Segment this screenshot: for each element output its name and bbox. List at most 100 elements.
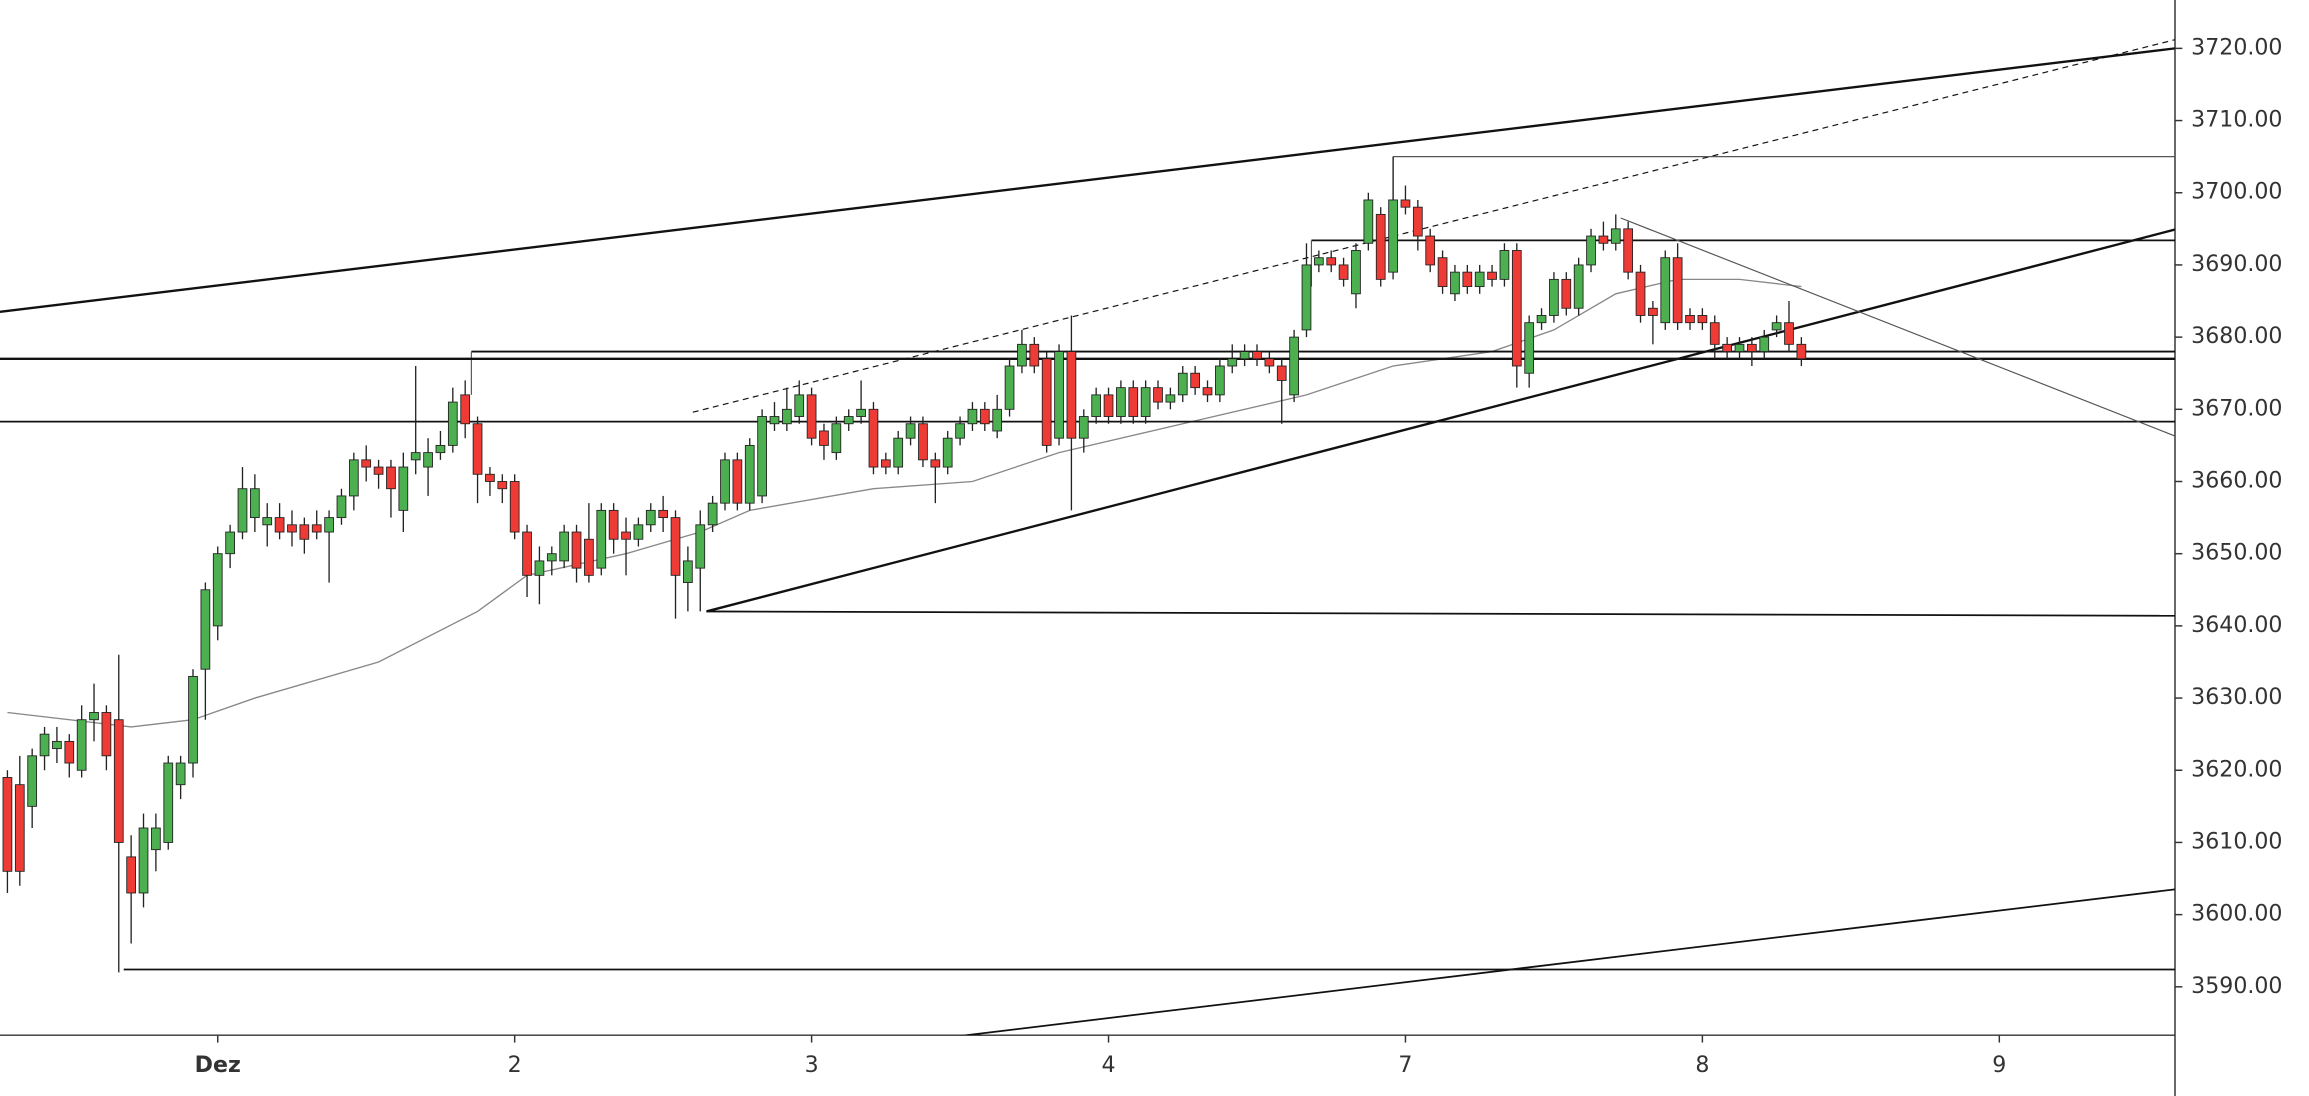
- candle-body: [101, 712, 112, 757]
- candle-body: [1276, 365, 1287, 381]
- candle-body: [250, 488, 260, 519]
- candle-body: [942, 437, 953, 468]
- candle-body: [670, 517, 681, 576]
- x-tick-label: 7: [1398, 1053, 1412, 1078]
- candle-body: [868, 408, 879, 468]
- trend-line: [0, 47, 2175, 314]
- candle-body: [559, 531, 570, 562]
- candle-body: [361, 459, 372, 468]
- candle-body: [1685, 315, 1695, 324]
- y-tick-label: 3680.00: [2191, 324, 2282, 349]
- candle-body: [1660, 257, 1671, 324]
- candle-body: [732, 459, 743, 504]
- y-tick-label: 3660.00: [2191, 468, 2282, 493]
- y-tick-label: 3720.00: [2191, 35, 2282, 60]
- candle-body: [546, 553, 557, 562]
- candle-body: [1784, 322, 1794, 345]
- candle-body: [744, 444, 755, 504]
- candle-body: [831, 423, 842, 454]
- candle-body: [1103, 394, 1114, 417]
- candle-body: [274, 517, 285, 533]
- candle-body: [485, 473, 495, 482]
- candle-body: [1190, 372, 1200, 389]
- candle-body: [992, 408, 1003, 432]
- candle-body: [819, 430, 829, 446]
- candle-body: [460, 394, 471, 425]
- candle-body: [39, 733, 50, 757]
- trend-line: [1620, 217, 2175, 437]
- candle-body: [1351, 250, 1361, 295]
- candle-body: [596, 509, 607, 569]
- candle-body: [979, 408, 990, 425]
- y-tick-label: 3640.00: [2191, 613, 2282, 638]
- candle-body: [1635, 271, 1646, 316]
- candle-body: [225, 531, 235, 555]
- candle-body: [1091, 394, 1102, 417]
- candle-body: [584, 538, 594, 576]
- candle-body: [1215, 365, 1225, 396]
- candle-body: [126, 856, 137, 894]
- candle-body: [373, 466, 384, 475]
- candle-body: [918, 423, 928, 461]
- candle-body: [1722, 343, 1732, 353]
- candle-body: [509, 481, 520, 533]
- candle-body: [1437, 257, 1448, 288]
- candle-body: [76, 719, 87, 771]
- candle-body: [1017, 343, 1027, 367]
- candle-body: [1078, 416, 1089, 439]
- candle-body: [1796, 343, 1807, 360]
- candle-body: [1153, 387, 1163, 403]
- candle-body: [1066, 351, 1077, 439]
- y-tick-label: 3700.00: [2191, 180, 2282, 205]
- y-tick-label: 3610.00: [2191, 829, 2282, 854]
- candle-body: [423, 452, 433, 468]
- candle-body: [14, 784, 25, 872]
- candle-body: [151, 827, 161, 851]
- y-tick-label: 3670.00: [2191, 396, 2282, 421]
- x-tick-label: 3: [805, 1053, 819, 1078]
- y-tick-label: 3630.00: [2191, 685, 2282, 710]
- candle-body: [1388, 199, 1398, 273]
- x-tick-label: Dez: [195, 1053, 241, 1078]
- candle-body: [299, 524, 310, 540]
- candle-body: [1041, 358, 1052, 446]
- candle-body: [1239, 351, 1250, 360]
- candle-body: [1227, 358, 1238, 367]
- y-tick-label: 3600.00: [2191, 902, 2282, 927]
- x-tick-label: 8: [1695, 1053, 1709, 1078]
- candle-body: [683, 560, 693, 584]
- candle-body: [410, 452, 421, 461]
- candle-body: [175, 762, 186, 786]
- candle-body: [262, 517, 273, 526]
- candle-body: [1412, 206, 1423, 237]
- candle-body: [287, 524, 297, 533]
- candle-body: [757, 416, 767, 497]
- candle-body: [1375, 213, 1386, 280]
- candle-body: [1462, 271, 1473, 288]
- candle-body: [1573, 264, 1584, 309]
- candle-body: [1610, 228, 1621, 244]
- y-tick-label: 3620.00: [2191, 757, 2282, 782]
- candle-body: [1450, 271, 1460, 295]
- candle-body: [1672, 257, 1683, 324]
- candle-body: [1400, 199, 1411, 208]
- candle-body: [89, 712, 99, 721]
- candle-body: [52, 740, 62, 750]
- candle-body: [967, 408, 978, 425]
- candle-body: [905, 423, 916, 439]
- candle-body: [1709, 322, 1720, 345]
- candle-body: [435, 444, 446, 454]
- x-tick-label: 2: [508, 1053, 522, 1078]
- candle-body: [1734, 343, 1745, 353]
- candle-body: [1549, 278, 1559, 316]
- candle-body: [1499, 250, 1510, 280]
- candle-body: [1586, 235, 1596, 266]
- candle-body: [769, 416, 780, 425]
- candle-body: [1116, 387, 1126, 417]
- candle-body: [2, 777, 13, 872]
- candle-body: [497, 481, 508, 490]
- candle-body: [237, 488, 248, 533]
- candle-body: [398, 466, 409, 511]
